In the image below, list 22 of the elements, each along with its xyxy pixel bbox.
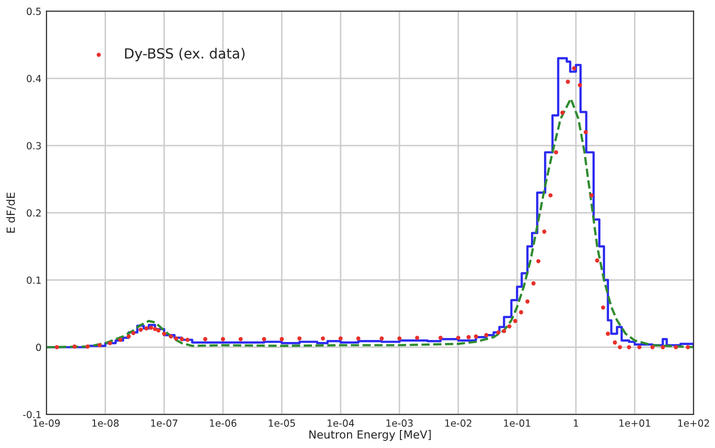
x-tick-label: 1e-08 <box>92 419 119 427</box>
y-tick-label: 0.1 <box>26 276 41 284</box>
x-tick-label: 1e-09 <box>34 419 60 427</box>
x-tick-label: 1e-05 <box>268 419 295 427</box>
x-tick-label: 1e-01 <box>504 419 530 427</box>
x-tick-label: 1e+01 <box>619 419 650 427</box>
x-tick-label: 1 <box>574 420 578 427</box>
x-axis-title: Neutron Energy [MeV] <box>309 430 431 441</box>
y-tick-label: 0.2 <box>26 209 41 217</box>
y-tick-label: -0.1 <box>23 410 41 418</box>
x-tick-label: 1e-04 <box>328 419 354 427</box>
y-axis-title: E dF/dE <box>6 192 16 233</box>
x-tick-label: 1e-06 <box>210 419 236 427</box>
x-tick-label: 1e-03 <box>386 419 413 427</box>
y-tick-label: 0.3 <box>26 142 41 150</box>
legend-label: Dy-BSS (ex. data) <box>125 48 245 62</box>
y-tick-label: 0.5 <box>26 8 41 16</box>
y-tick-label: 0.4 <box>26 74 42 82</box>
x-tick-label: 1e+02 <box>678 419 709 427</box>
x-tick-label: 1e-07 <box>151 419 178 427</box>
y-tick-label: 0 <box>36 344 41 352</box>
x-tick-label: 1e-02 <box>445 419 472 427</box>
